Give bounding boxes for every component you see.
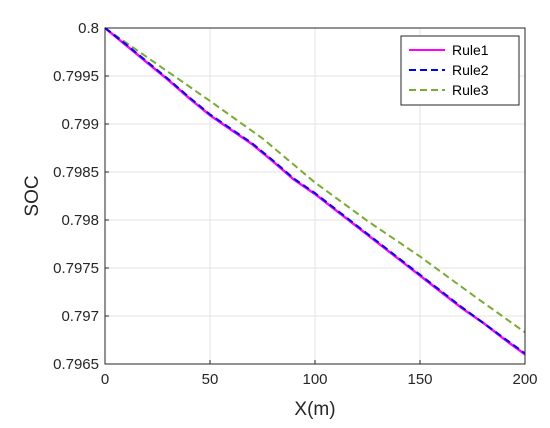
legend: Rule1 Rule2 Rule3 [400,35,520,106]
y-tick-label: 0.799 [61,116,99,133]
y-axis-label: SOC [22,175,43,216]
legend-label-rule1: Rule1 [452,42,489,58]
axis-ticks: 0 50 100 150 200 0.8 0.7995 0.799 0.7985 0.798 0.7… [53,20,537,388]
y-tick-label: 0.7965 [53,356,99,373]
series-layer [104,27,526,356]
x-axis-label: X(m) [294,399,335,420]
x-tick-label: 150 [407,371,432,388]
y-tick-label: 0.7975 [53,260,99,277]
x-tick-label: 50 [202,371,219,388]
y-tick-label: 0.7995 [53,68,99,85]
x-tick-label: 0 [101,371,109,388]
series-line-rule3 [104,27,526,334]
x-tick-label: 200 [512,371,537,388]
legend-label-rule2: Rule2 [452,62,489,78]
y-tick-label: 0.7985 [53,164,99,181]
series-line-rule2 [104,27,526,355]
x-tick-label: 100 [302,371,327,388]
legend-label-rule3: Rule3 [452,82,489,98]
y-tick-label: 0.798 [61,212,99,229]
y-tick-label: 0.797 [61,308,99,325]
y-tick-label: 0.8 [78,20,99,37]
